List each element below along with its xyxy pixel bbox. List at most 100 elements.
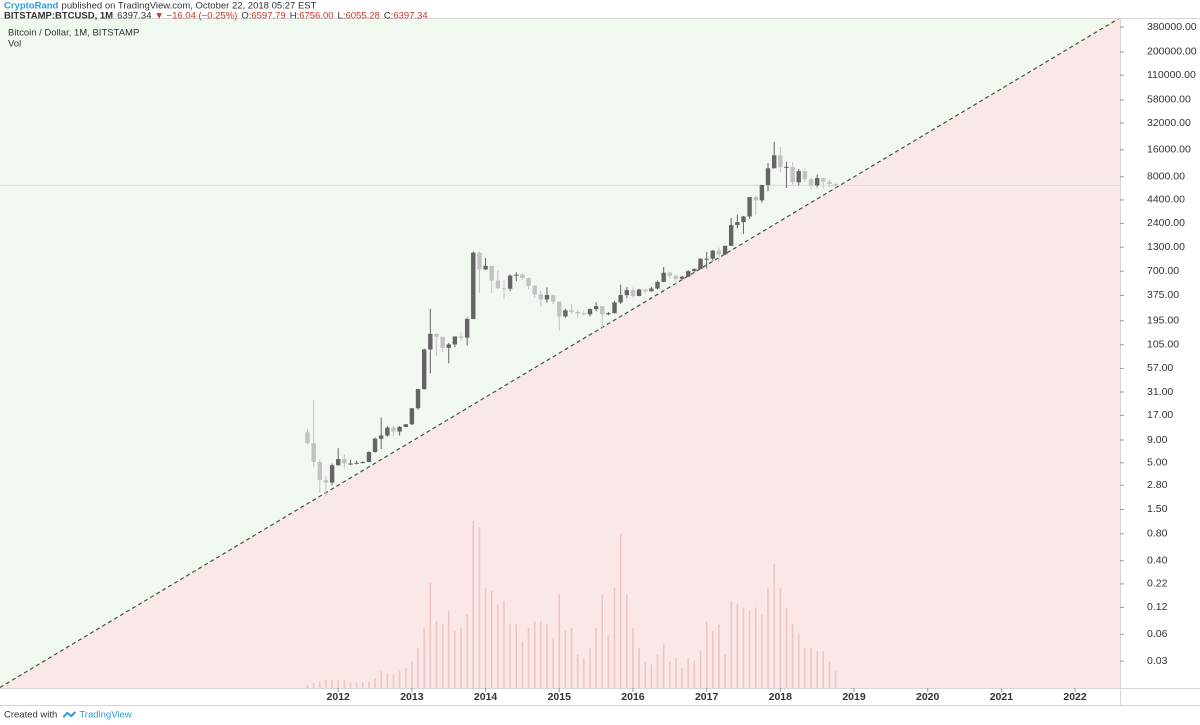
volume-bar xyxy=(576,654,579,688)
volume-bar xyxy=(583,657,585,688)
candle-body xyxy=(403,424,408,427)
x-tick-label: 2015 xyxy=(548,691,572,703)
volume-bar xyxy=(380,671,382,688)
candle-body xyxy=(753,197,758,201)
volume-bar xyxy=(810,647,812,688)
volume-bar xyxy=(466,614,468,688)
x-tick-label: 2018 xyxy=(769,691,793,703)
candle-body xyxy=(538,294,544,300)
candle-body xyxy=(391,427,396,432)
y-tick-label: 0.12 xyxy=(1147,601,1168,613)
logo-icon xyxy=(62,711,77,718)
volume-bar xyxy=(822,651,825,688)
candle-body xyxy=(501,288,507,290)
volume-bar xyxy=(405,667,407,688)
candle-body xyxy=(765,168,771,186)
y-tick-label: 57.00 xyxy=(1147,362,1173,374)
candle-body xyxy=(728,225,734,246)
candle-body xyxy=(600,306,605,315)
volume-bar xyxy=(736,604,739,688)
volume-bar xyxy=(724,654,726,688)
ohlc-label: H: xyxy=(290,11,300,22)
x-tick-label: 2013 xyxy=(400,691,424,703)
volume-bar xyxy=(681,667,683,688)
volume-bar xyxy=(662,644,665,688)
ohlc-value: 6055.28 xyxy=(345,11,379,22)
candle-body xyxy=(655,281,660,289)
candle-body xyxy=(612,302,617,314)
volume-bar xyxy=(755,607,757,688)
volume-bar xyxy=(687,657,689,688)
volume-bar xyxy=(797,634,800,688)
y-tick-label: 195.00 xyxy=(1147,315,1179,327)
volume-bar xyxy=(595,627,597,688)
change: ▼ −16.04 (−0.25%) xyxy=(154,11,237,22)
y-tick-label: 2.80 xyxy=(1147,479,1168,491)
volume-bar xyxy=(552,637,554,688)
author[interactable]: CryptoRand xyxy=(4,1,59,12)
volume-bar xyxy=(374,677,376,688)
volume-bar xyxy=(349,682,352,688)
candle-body xyxy=(305,432,310,444)
x-tick-label: 2020 xyxy=(916,691,940,703)
volume-bar xyxy=(607,634,610,688)
volume-bar xyxy=(570,627,573,688)
candle-body xyxy=(471,252,476,319)
y-tick-label: 375.00 xyxy=(1147,289,1179,301)
candle-body xyxy=(329,465,335,483)
volume-bar xyxy=(748,610,751,688)
candle-body xyxy=(833,184,838,186)
volume-bar xyxy=(343,679,346,688)
plot-area xyxy=(0,17,1120,689)
candle-body xyxy=(317,462,322,481)
volume-bar xyxy=(791,624,794,688)
volume-bar xyxy=(331,679,333,688)
volume-bar xyxy=(742,607,745,688)
candle-body xyxy=(759,185,765,201)
x-tick-label: 2022 xyxy=(1063,691,1087,703)
candle-body xyxy=(550,295,556,302)
candle-body xyxy=(489,265,494,281)
y-tick-label: 105.00 xyxy=(1147,339,1179,351)
y-tick-label: 0.80 xyxy=(1147,528,1168,540)
volume-bar xyxy=(718,624,720,688)
volume-bar xyxy=(392,674,395,688)
volume-bar xyxy=(411,661,413,688)
candle-body xyxy=(569,310,574,312)
volume-bar xyxy=(521,641,524,688)
volume-bar xyxy=(656,654,659,688)
tradingview-logo[interactable] xyxy=(62,711,77,718)
candle-body xyxy=(606,313,611,315)
volume-bar xyxy=(650,664,653,688)
candle-body xyxy=(686,271,691,277)
volume-bar xyxy=(675,657,677,688)
candle-body xyxy=(673,275,679,279)
candle-body xyxy=(440,336,445,348)
volume-bar xyxy=(497,604,499,688)
y-tick-label: 8000.00 xyxy=(1147,171,1185,183)
ohlc-label: L: xyxy=(338,11,346,22)
volume-bar xyxy=(368,681,370,688)
candle-body xyxy=(796,171,801,183)
y-tick-label: 31.00 xyxy=(1147,386,1173,398)
candle-body xyxy=(428,333,433,350)
candle-body xyxy=(557,301,562,317)
x-tick-label: 2017 xyxy=(695,691,719,703)
candle-body xyxy=(348,463,353,465)
brand[interactable]: TradingView xyxy=(79,710,131,721)
volume-bar xyxy=(337,679,339,688)
volume-bar xyxy=(515,624,518,688)
y-tick-label: 2400.00 xyxy=(1147,217,1185,229)
candle-body xyxy=(624,290,630,296)
candle-body xyxy=(778,155,783,168)
volume-bar xyxy=(398,671,401,688)
volume-bar xyxy=(490,590,493,688)
candle-body xyxy=(772,155,777,169)
candle-body xyxy=(366,452,372,463)
y-tick-label: 1.50 xyxy=(1147,503,1168,515)
volume-bar xyxy=(626,594,628,688)
volume-bar xyxy=(454,631,456,688)
volume-bar xyxy=(638,647,640,688)
candle-body xyxy=(808,179,814,186)
y-tick-label: 0.06 xyxy=(1147,628,1168,640)
